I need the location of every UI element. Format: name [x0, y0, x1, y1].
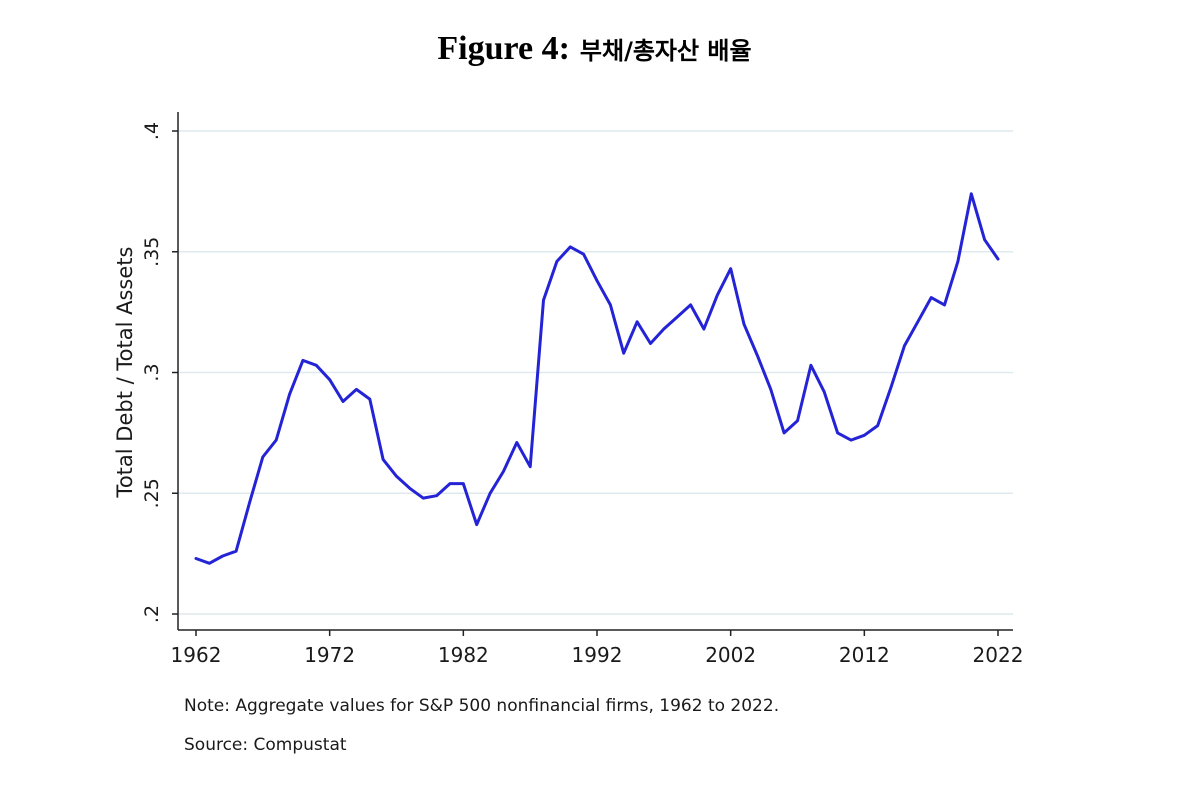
data-point: [769, 388, 772, 391]
data-point: [488, 492, 492, 495]
data-point: [622, 351, 625, 355]
data-point: [943, 303, 946, 307]
data-point: [208, 562, 211, 565]
y-tick-label: .4: [141, 122, 163, 140]
data-point: [782, 431, 786, 435]
data-point: [662, 327, 666, 331]
data-point: [863, 434, 866, 437]
figure-title: Figure 4: 부채/총자산 배율: [0, 30, 1189, 68]
y-tick-label: .2: [141, 605, 163, 623]
data-point: [903, 344, 906, 348]
data-point: [689, 303, 692, 307]
x-tick-label: 1992: [572, 643, 623, 667]
data-point: [742, 323, 746, 326]
data-point: [956, 260, 960, 263]
data-point: [929, 296, 933, 299]
x-tick-label: 2012: [839, 643, 890, 667]
data-point: [595, 279, 599, 282]
data-point: [542, 298, 545, 302]
data-point: [676, 315, 679, 319]
data-point: [328, 378, 331, 381]
series-group: [194, 192, 1000, 565]
data-point: [408, 487, 412, 490]
data-point: [823, 390, 826, 394]
data-point: [983, 238, 986, 241]
y-axis-label: Total Debt / Total Assets: [113, 247, 137, 499]
data-point: [756, 354, 759, 357]
data-point: [569, 245, 572, 249]
y-tick-label: .3: [141, 363, 163, 381]
data-point: [528, 465, 532, 468]
data-point: [582, 252, 585, 256]
data-point: [502, 470, 505, 473]
data-point: [889, 385, 893, 389]
x-tick-label: 1982: [438, 643, 489, 667]
chart-title: 부채/총자산 배율: [579, 37, 752, 65]
note-text: Note: Aggregate values for S&P 500 nonfi…: [184, 696, 780, 716]
data-point: [448, 482, 452, 485]
x-tick-label: 2002: [705, 643, 756, 667]
x-axis-ticks: 1962 1972 1982 1992 2002 2012 2022: [171, 630, 1024, 667]
data-point: [635, 320, 639, 323]
data-point: [221, 554, 224, 558]
data-point: [609, 303, 612, 307]
axes: [177, 112, 1013, 631]
data-point: [916, 320, 919, 323]
y-axis-ticks: .2 .25 .3 .35 .4: [141, 122, 178, 623]
data-point: [194, 557, 198, 560]
data-point: [341, 400, 345, 403]
data-point: [315, 364, 318, 367]
y-tick-label: .35: [141, 237, 163, 267]
x-tick-label: 1972: [304, 643, 355, 667]
data-point: [996, 257, 1000, 261]
data-point: [301, 359, 305, 362]
data-point: [261, 455, 265, 459]
series-line: [194, 192, 1000, 565]
data-point: [368, 397, 371, 401]
data-point: [395, 475, 398, 478]
data-point: [248, 501, 251, 505]
data-point: [970, 192, 973, 195]
y-tick-label: .25: [141, 478, 163, 508]
data-point: [716, 294, 719, 297]
data-point: [702, 327, 706, 331]
data-point: [288, 393, 291, 396]
data-point: [234, 550, 238, 553]
figure-label: Figure 4:: [437, 30, 570, 67]
data-point: [649, 342, 652, 345]
data-point: [422, 496, 425, 500]
x-tick-label: 2022: [973, 643, 1024, 667]
data-point: [515, 441, 518, 444]
data-point: [435, 494, 438, 497]
data-point: [876, 424, 879, 427]
gridlines: [178, 130, 1013, 615]
data-point: [462, 482, 465, 485]
data-point: [849, 438, 853, 442]
data-point: [355, 388, 358, 391]
data-point: [381, 458, 385, 461]
data-point: [555, 260, 559, 263]
data-point: [809, 364, 813, 367]
data-point: [836, 431, 839, 435]
data-point: [796, 419, 799, 422]
source-text: Source: Compustat: [184, 735, 347, 755]
data-point: [475, 523, 478, 526]
data-point: [275, 438, 278, 442]
x-tick-label: 1962: [171, 643, 222, 667]
data-point: [729, 267, 732, 270]
